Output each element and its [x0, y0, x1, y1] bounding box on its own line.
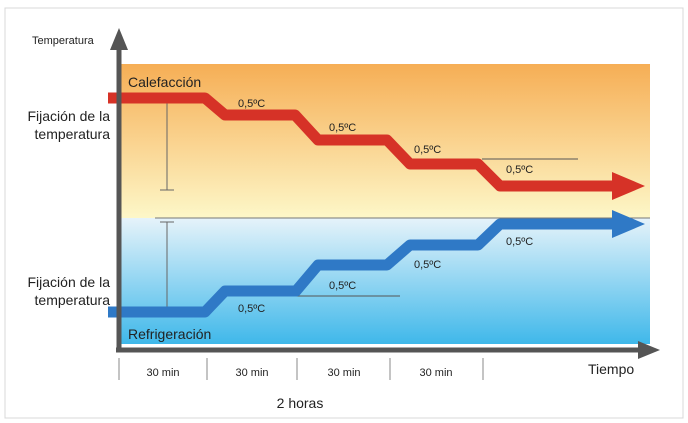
- time-ticks: [118, 358, 484, 380]
- heating-step-label: 0,5ºC: [414, 144, 441, 156]
- heating-step-label: 0,5ºC: [329, 122, 356, 134]
- heating-setpoint-label-line1: Fijación de la: [28, 108, 111, 124]
- heating-arrowhead: [612, 172, 645, 200]
- cooling-step-label: 0,5ºC: [414, 259, 441, 271]
- time-interval-label: 30 min: [146, 367, 179, 379]
- total-time-label: 2 horas: [277, 395, 324, 411]
- x-axis-label: Tiempo: [588, 361, 634, 377]
- cooling-arrowhead: [612, 210, 645, 238]
- heating-zone-label: Calefacción: [128, 74, 201, 90]
- cooling-step-line: [108, 218, 615, 318]
- heating-step-label: 0,5ºC: [506, 164, 533, 176]
- cooling-setpoint-label-line1: Fijación de la: [28, 274, 111, 290]
- y-axis-arrowhead: [110, 28, 128, 50]
- time-interval-label: 30 min: [327, 367, 360, 379]
- cooling-step-label: 0,5ºC: [238, 303, 265, 315]
- cooling-step-label: 0,5ºC: [506, 236, 533, 248]
- heating-step-line: [108, 92, 615, 192]
- time-interval-label: 30 min: [235, 367, 268, 379]
- frame-border: [4, 7, 684, 419]
- cooling-setpoint-label-line2: temperatura: [35, 292, 111, 308]
- cooling-step-label: 0,5ºC: [329, 280, 356, 292]
- y-axis-label: Temperatura: [32, 35, 95, 47]
- cooling-zone: [119, 218, 650, 344]
- x-axis-arrowhead: [638, 341, 660, 359]
- cooling-zone-label: Refrigeración: [128, 326, 211, 342]
- heating-setpoint-label-line2: temperatura: [35, 126, 111, 142]
- heating-step-label: 0,5ºC: [238, 98, 265, 110]
- time-interval-label: 30 min: [419, 367, 452, 379]
